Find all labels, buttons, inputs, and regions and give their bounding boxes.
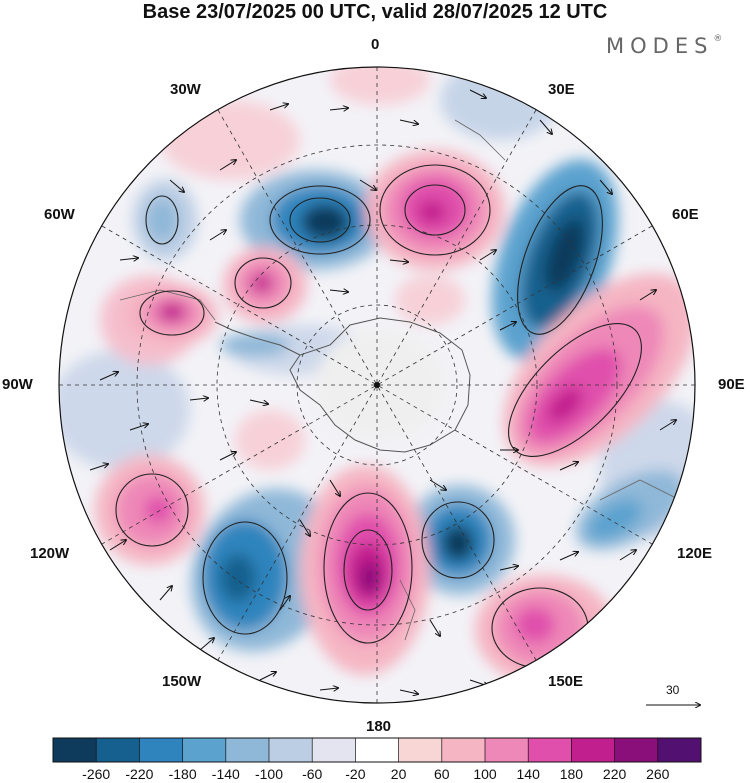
negative-anomaly-center (575, 470, 685, 550)
positive-anomaly-center (503, 273, 695, 467)
pos-anomaly-patch (235, 410, 305, 470)
colorbar-label: -260 (82, 766, 111, 782)
lon-label-120e: 120E (677, 545, 713, 562)
colorbar-swatch (398, 738, 443, 762)
lon-label-60e: 60E (672, 206, 699, 223)
lon-label-60w: 60W (44, 206, 75, 223)
colorbar-swatch (571, 738, 616, 762)
colorbar-label: -60 (302, 766, 323, 782)
positive-anomaly-center (365, 150, 505, 270)
colorbar-frame (52, 737, 702, 763)
graticule (59, 67, 695, 703)
lon-label-120w: 120W (30, 545, 70, 562)
colorbar-label: 260 (646, 766, 670, 782)
colorbar-swatch (441, 738, 486, 762)
colorbar-label: 140 (516, 766, 540, 782)
colorbar-label: 20 (390, 766, 407, 782)
neg-anomaly-patch (59, 350, 190, 470)
colorbar-swatch (139, 738, 184, 762)
colorbar-label: -180 (168, 766, 197, 782)
lon-label-150w: 150W (162, 673, 202, 690)
colorbar-label: 180 (559, 766, 584, 782)
colorbar-swatch (355, 738, 400, 762)
colorbar-swatch (312, 738, 356, 762)
pos-anomaly-patch (395, 275, 465, 325)
pos-anomaly-patch (330, 67, 430, 105)
colorbar (52, 737, 702, 763)
lon-label-90w: 90W (2, 376, 33, 393)
colorbar-swatch (225, 738, 270, 762)
lon-label-90e: 90E (718, 376, 745, 393)
negative-anomaly-center (240, 170, 390, 270)
lon-label-150e: 150E (548, 673, 584, 690)
colorbar-swatch (96, 738, 140, 762)
reference-vector-label: 30 (666, 683, 680, 697)
colorbar-swatch (269, 738, 313, 762)
colorbar-label: 100 (473, 766, 497, 782)
lon-label-30e: 30E (548, 81, 575, 98)
colorbar-swatch (614, 738, 659, 762)
positive-anomaly-center (122, 283, 218, 347)
registered-mark: ® (713, 34, 723, 44)
positive-anomaly-center (223, 247, 307, 323)
pos-anomaly-patch (160, 100, 300, 180)
south-america-outline (119, 289, 216, 321)
neg-anomaly-patch (440, 67, 560, 140)
positive-anomaly-center (300, 465, 430, 675)
brand-logo: MODES® (606, 34, 722, 58)
map-boundary (58, 66, 696, 704)
lon-label-30w: 30W (170, 81, 201, 98)
positive-anomaly-center (95, 455, 205, 565)
colorbar-label: -220 (125, 766, 154, 782)
australia-outline (599, 479, 681, 501)
south-pole-marker (374, 382, 380, 388)
colorbar-swatch (485, 738, 529, 762)
negative-anomaly-center (133, 180, 197, 260)
colorbar-swatch (53, 738, 97, 762)
anomaly-field (59, 67, 695, 703)
colorbar-swatch (528, 738, 572, 762)
colorbar-label: 60 (434, 766, 450, 782)
africa-outline (454, 119, 506, 161)
colorbar-label: -20 (345, 766, 366, 782)
antarctic-peninsula (214, 321, 301, 356)
brand-name: MODES (606, 34, 714, 58)
colorbar-label: -140 (211, 766, 240, 782)
negative-anomaly-center (220, 333, 290, 357)
colorbar-label: 220 (602, 766, 627, 782)
lon-label-0: 0 (371, 36, 380, 53)
negative-anomaly-center (190, 488, 340, 652)
new-zealand-outline (399, 579, 416, 641)
map-title: Base 23/07/2025 00 UTC, valid 28/07/2025… (142, 1, 608, 23)
geopotential-contours (115, 164, 642, 669)
colorbar-swatch (657, 738, 702, 762)
wind-vectors (89, 89, 676, 694)
lon-label-180: 180 (366, 718, 392, 735)
colorbar-swatch (182, 738, 227, 762)
colorbar-label: -100 (254, 766, 284, 782)
